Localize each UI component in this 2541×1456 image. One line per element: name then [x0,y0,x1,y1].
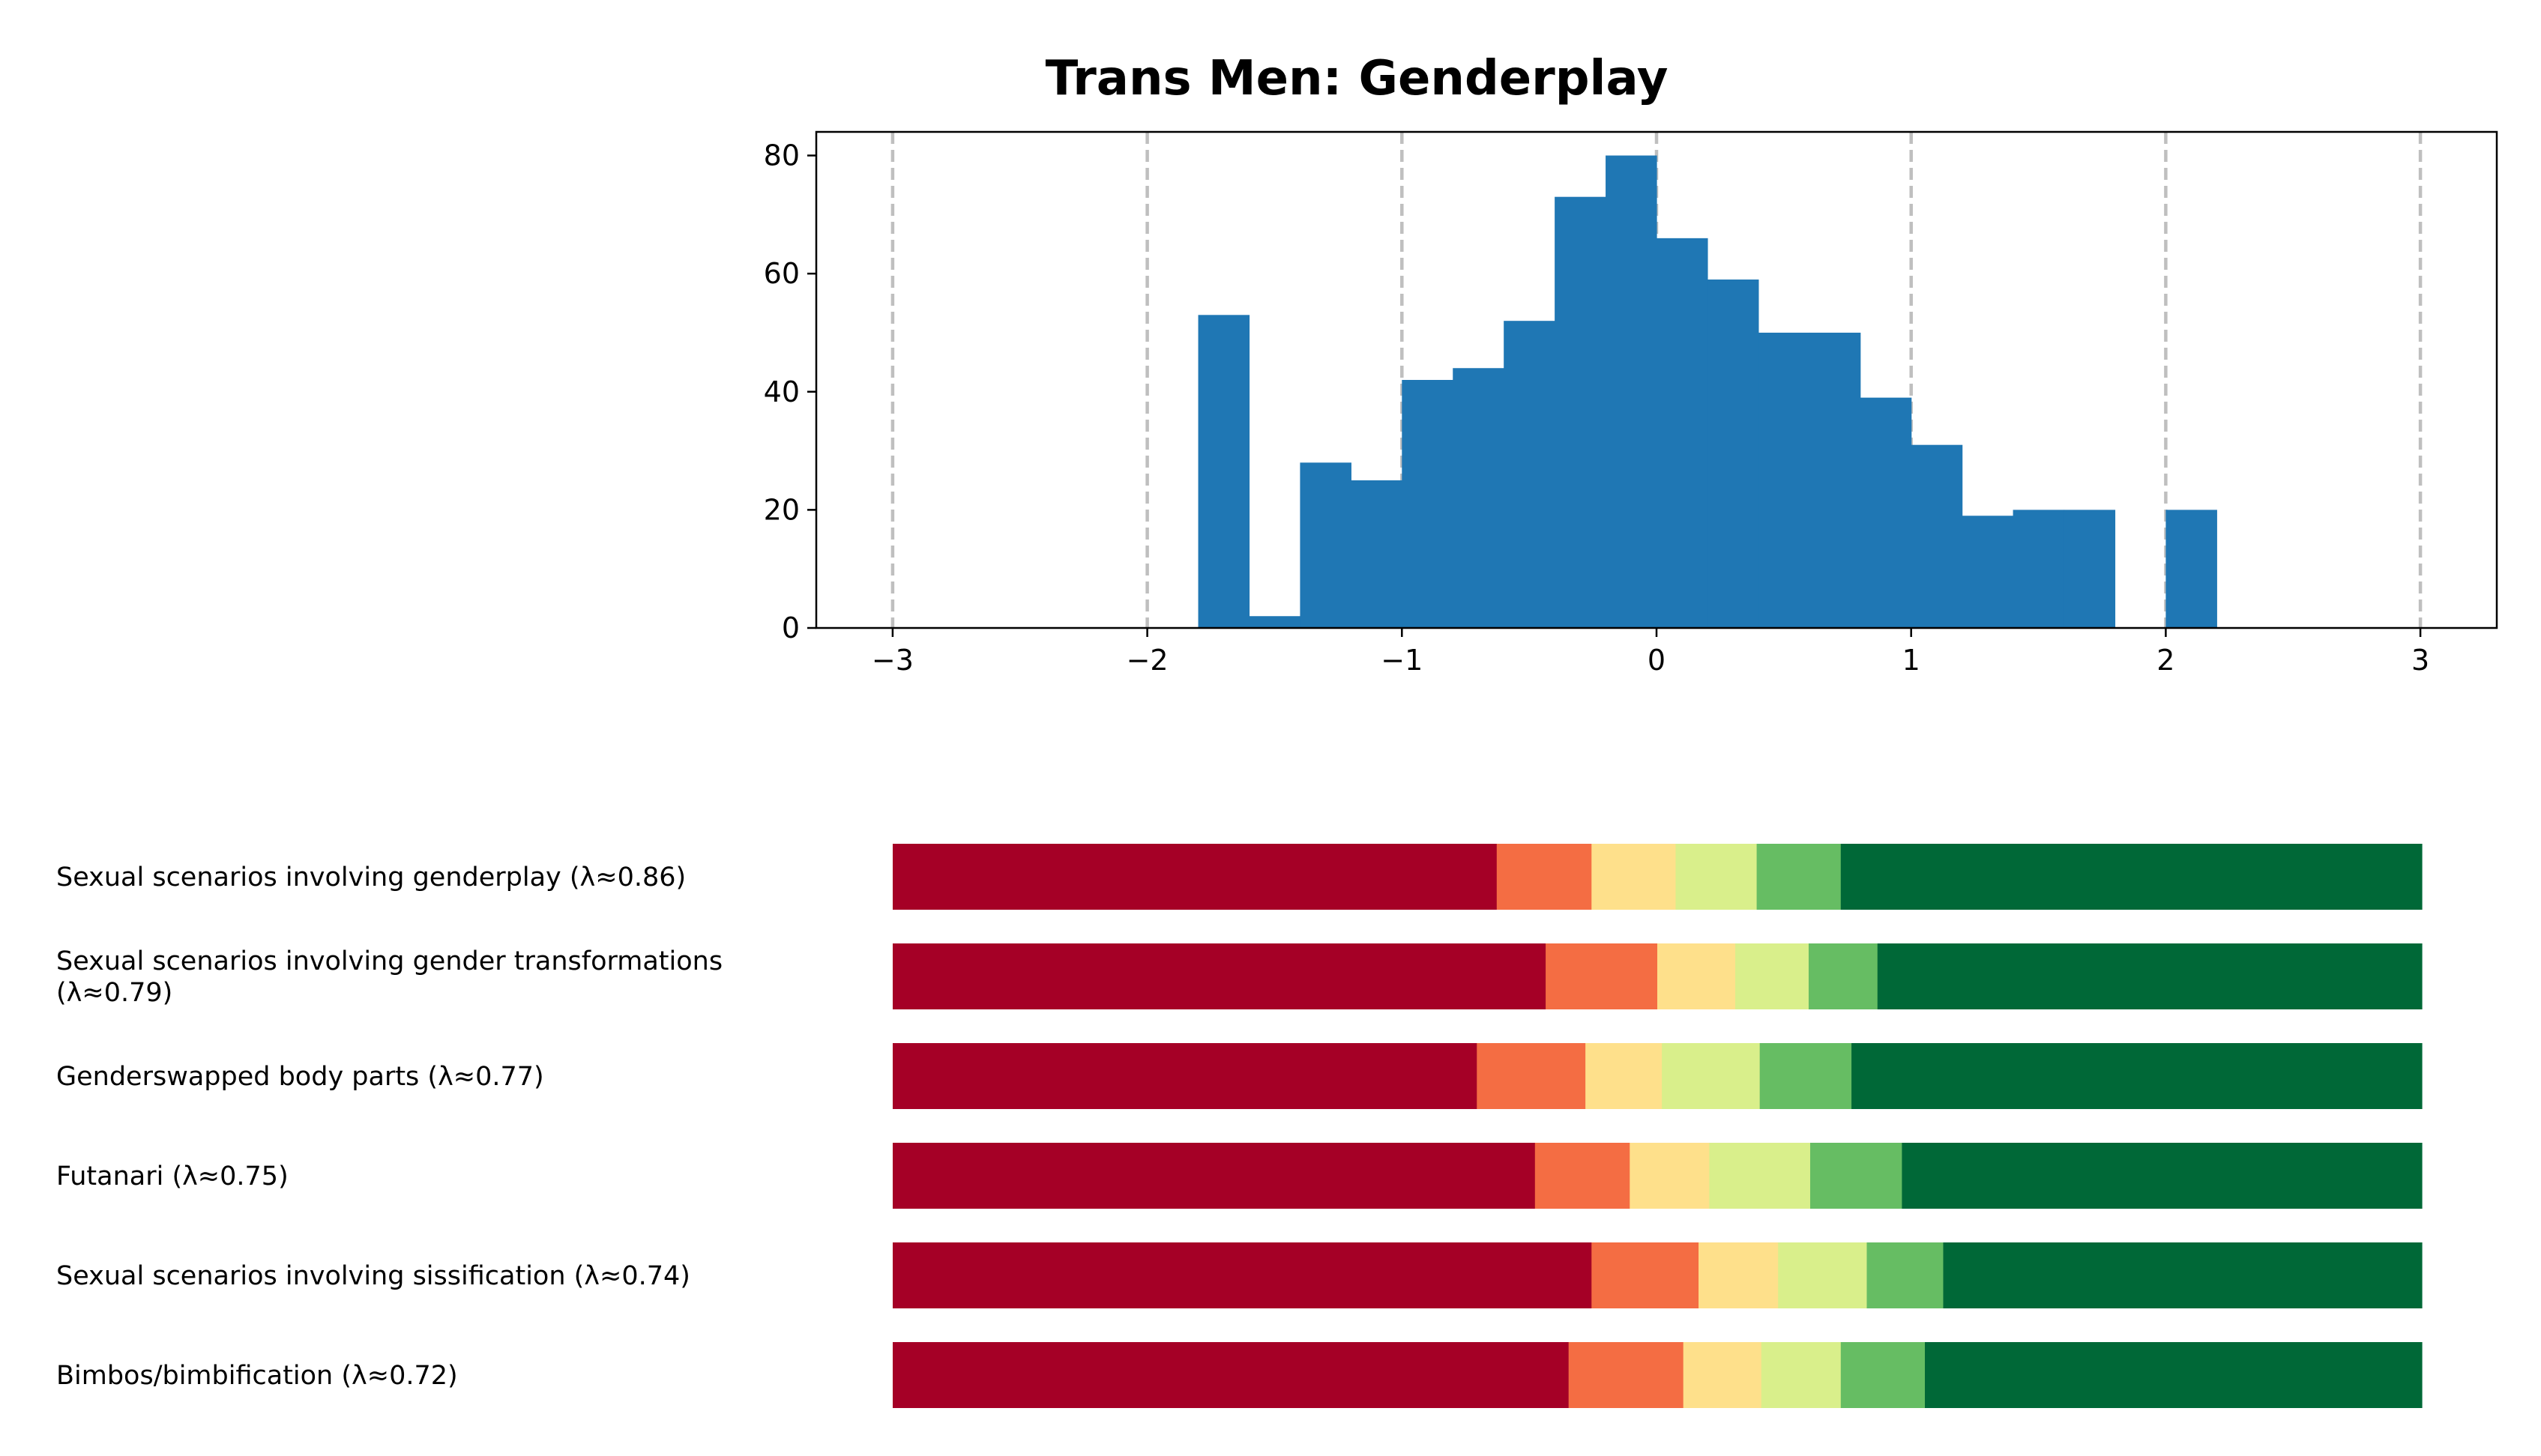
histogram-bar [1402,380,1453,628]
histogram: −3 −2 −1 0 1 2 3 0 20 40 60 80 [764,130,2498,677]
stacked-segment [1761,1342,1842,1408]
stacked-segment [1591,844,1677,910]
stacked-segment [1662,1043,1761,1109]
row-label: Futanari (λ≈0.75) [56,1162,289,1191]
x-tick-label: 3 [2411,644,2429,677]
histogram-bar [1198,315,1250,628]
stacked-segment [1840,1342,1926,1408]
stacked-segment [1683,1342,1762,1408]
histogram-bar [1758,332,1810,628]
stacked-segment [1943,1242,2423,1308]
y-tick-label: 0 [782,611,800,644]
histogram-bar [2165,510,2217,628]
stacked-segment [1591,1242,1699,1308]
stacked-row: Sexual scenarios involving sissification… [56,1242,2423,1308]
stacked-segment [1675,844,1758,910]
histogram-bar [1962,516,2014,628]
histogram-bar [1809,332,1861,628]
histogram-bar [2013,510,2065,628]
stacked-bar-rows: Sexual scenarios involving genderplay (λ… [56,844,2423,1408]
stacked-segment [1709,1143,1811,1209]
stacked-segment [1477,1043,1586,1109]
stacked-segment [1840,844,2423,910]
stacked-segment [893,1043,1477,1109]
y-tick-label: 60 [764,257,800,290]
stacked-segment [1698,1242,1779,1308]
y-tick-label: 80 [764,139,800,172]
histogram-bar [1351,480,1402,628]
stacked-segment [893,1242,1592,1308]
row-label: (λ≈0.79) [56,978,172,1008]
stacked-segment [1657,943,1736,1009]
stacked-row: Futanari (λ≈0.75) [56,1143,2423,1209]
histogram-bar [1911,444,1963,628]
histogram-x-axis: −3 −2 −1 0 1 2 3 [872,628,2429,677]
stacked-row: Bimbos/bimbification (λ≈0.72) [56,1342,2423,1408]
x-tick-label: 1 [1902,644,1920,677]
x-tick-label: −2 [1127,644,1169,677]
histogram-bar [1707,280,1759,628]
stacked-segment [1925,1342,2423,1408]
stacked-segment [893,1143,1536,1209]
stacked-segment [1756,844,1842,910]
stacked-segment [1534,1143,1630,1209]
row-label: Bimbos/bimbification (λ≈0.72) [56,1361,458,1391]
stacked-segment [1568,1342,1684,1408]
histogram-bar [1300,462,1351,628]
stacked-segment [1546,943,1658,1009]
histogram-bar [2064,510,2116,628]
stacked-row: Sexual scenarios involving gender transf… [56,943,2423,1009]
histogram-bar [1555,196,1606,628]
chart-title: Trans Men: Genderplay [1046,51,1669,106]
histogram-bar [1606,155,1657,628]
stacked-segment [1496,844,1592,910]
stacked-segment [1778,1242,1868,1308]
histogram-bars [1198,155,2217,628]
stacked-segment [893,844,1498,910]
stacked-segment [1630,1143,1710,1209]
y-tick-label: 20 [764,493,800,526]
histogram-bar [1504,321,1555,628]
stacked-row: Genderswapped body parts (λ≈0.77) [56,1043,2423,1109]
x-tick-label: −3 [872,644,914,677]
stacked-segment [1759,1043,1852,1109]
row-label: Sexual scenarios involving gender transf… [56,946,723,976]
y-tick-label: 40 [764,375,800,408]
row-label: Sexual scenarios involving sissification… [56,1261,690,1291]
histogram-bar [1657,238,1708,628]
x-tick-label: 0 [1648,644,1666,677]
stacked-segment [1877,943,2423,1009]
stacked-segment [893,1342,1570,1408]
stacked-segment [1810,1143,1902,1209]
stacked-segment [893,943,1546,1009]
stacked-segment [1585,1043,1663,1109]
row-label: Sexual scenarios involving genderplay (λ… [56,863,686,892]
stacked-segment [1851,1043,2423,1109]
histogram-bar [1860,397,1912,628]
x-tick-label: −1 [1381,644,1423,677]
row-label: Genderswapped body parts (λ≈0.77) [56,1062,544,1092]
stacked-segment [1866,1242,1944,1308]
stacked-bar-chart: Sexual scenarios involving genderplay (λ… [56,844,2423,1408]
histogram-bar [1453,368,1504,628]
stacked-row: Sexual scenarios involving genderplay (λ… [56,844,2423,910]
stacked-segment [1902,1143,2423,1209]
stacked-segment [1735,943,1809,1009]
x-tick-label: 2 [2156,644,2174,677]
stacked-segment [1808,943,1878,1009]
histogram-bar [1249,616,1301,628]
histogram-y-axis: 0 20 40 60 80 [764,139,816,644]
